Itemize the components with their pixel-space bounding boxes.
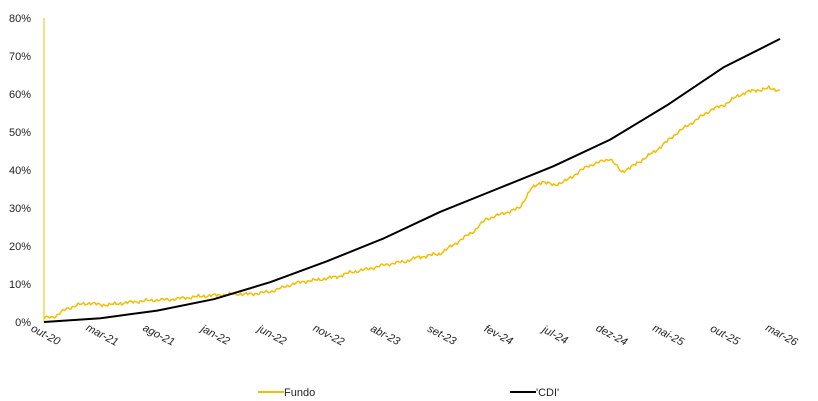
x-tick-label: jan-22 [197, 322, 231, 348]
x-tick-label: dez-24 [594, 322, 629, 348]
x-tick-label: fev-24 [482, 323, 515, 348]
y-axis-tick-labels: 0% 10% 20% 30% 40% 50% 60% 70% 80% [9, 13, 31, 329]
series-line-cdi [43, 38, 781, 323]
x-tick-label: mar-26 [763, 322, 800, 349]
x-tick-label: abr-23 [368, 323, 402, 349]
y-tick-label: 50% [9, 127, 31, 139]
x-tick-label: mar-21 [84, 322, 120, 349]
y-tick-label: 60% [9, 89, 31, 101]
y-tick-label: 10% [9, 279, 31, 291]
y-tick-label: 40% [9, 165, 31, 177]
legend-label-cdi: 'CDI' [536, 387, 559, 396]
x-axis-tick-labels: out-20 mar-21 ago-21 jan-22 jun-22 nov-22 abr-… [29, 322, 800, 349]
x-tick-label: nov-22 [311, 322, 346, 348]
y-tick-label: 0% [15, 317, 31, 329]
x-tick-label: set-23 [425, 323, 458, 348]
x-tick-label: out-20 [29, 323, 63, 349]
series-line-fundo [43, 85, 781, 319]
x-tick-label: mai-25 [651, 322, 687, 349]
series-lines [43, 38, 781, 323]
y-tick-label: 20% [9, 241, 31, 253]
x-tick-label: out-25 [708, 323, 742, 349]
legend-label-fundo: Fundo [284, 387, 315, 396]
legend: Fundo 'CDI' [258, 387, 559, 399]
y-tick-label: 70% [9, 51, 31, 63]
x-tick-label: ago-21 [141, 322, 177, 349]
x-tick-label: jul-24 [538, 323, 569, 347]
x-tick-label: jun-22 [254, 322, 288, 348]
y-tick-label: 30% [9, 203, 31, 215]
y-tick-label: 80% [9, 13, 31, 25]
